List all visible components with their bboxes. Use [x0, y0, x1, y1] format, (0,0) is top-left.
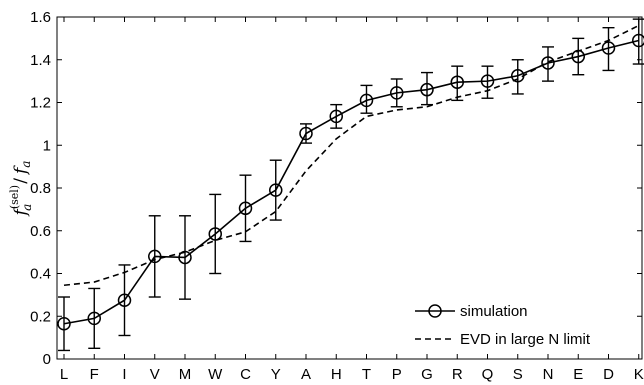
y-tick-label: 0.8	[30, 180, 51, 197]
data-point-simulation	[238, 201, 253, 216]
x-tick-label: C	[240, 366, 251, 383]
x-tick-label: S	[513, 366, 523, 383]
x-tick-label: R	[452, 366, 463, 383]
data-point-simulation	[450, 75, 464, 89]
y-axis-label-group: f(sel)a/fa	[8, 161, 34, 218]
data-point-simulation	[178, 250, 192, 265]
x-tick-label: M	[179, 366, 192, 383]
series-layer	[57, 18, 644, 352]
y-tick-label: 0	[43, 351, 51, 368]
x-tick-label: D	[603, 366, 614, 383]
data-point-simulation	[57, 316, 71, 331]
y-axis-label-part: a	[19, 161, 33, 168]
y-tick-label: 1.4	[30, 52, 51, 69]
x-tick-label: F	[90, 366, 99, 383]
data-point-simulation	[269, 183, 283, 197]
legend-label-simulation: simulation	[460, 303, 528, 320]
x-tick-label: V	[150, 366, 160, 383]
y-tick-label: 1	[43, 137, 51, 154]
data-point-simulation	[632, 33, 644, 48]
x-tick-label: W	[208, 366, 223, 383]
plot-frame	[56, 16, 643, 360]
y-tick-label: 0.2	[30, 308, 51, 325]
x-tick-label: T	[362, 366, 371, 383]
y-axis-label-part: (sel)	[8, 185, 21, 209]
x-tick-label: L	[60, 366, 68, 383]
data-point-simulation	[571, 49, 585, 64]
data-point-simulation	[541, 56, 555, 70]
series-line-simulation	[63, 39, 639, 325]
y-tick-label: 1.2	[30, 95, 51, 112]
data-point-simulation	[329, 109, 343, 124]
legend: simulation EVD in large N limit	[415, 303, 591, 348]
y-axis-label-part: f	[11, 165, 31, 176]
data-point-simulation	[359, 93, 374, 108]
data-point-simulation	[601, 41, 616, 55]
x-tick-label: Q	[482, 366, 494, 383]
y-tick-label: 0.4	[30, 266, 51, 283]
data-point-simulation	[390, 86, 404, 100]
legend-label-evd: EVD in large N limit	[460, 331, 591, 348]
x-tick-label: P	[392, 366, 402, 383]
data-point-simulation	[511, 69, 525, 83]
y-axis-label: f(sel)a/fa	[8, 161, 34, 218]
y-axis-label-part: a	[20, 204, 34, 211]
series-line-evd	[63, 24, 640, 287]
data-point-simulation	[480, 74, 495, 88]
y-axis-label-part: f	[11, 206, 31, 217]
x-tick-label: H	[331, 366, 342, 383]
data-point-simulation	[87, 311, 101, 326]
x-tick-label: G	[421, 366, 433, 383]
axes: 0 0.2 0.4 0.6 0.8 1 1.2 1.4 1.6 L F I V M W C Y A H T P G R Q S N…	[30, 9, 644, 383]
x-tick-label: A	[301, 366, 311, 383]
data-point-simulation	[148, 249, 162, 264]
data-point-simulation	[299, 126, 313, 141]
data-point-simulation	[208, 227, 222, 241]
y-tick-label: 0.6	[30, 223, 51, 240]
legend-marker-simulation	[428, 304, 442, 318]
x-tick-label: N	[543, 366, 554, 383]
x-tick-label: I	[122, 366, 126, 383]
y-axis-label-text: f(sel)a/fa	[8, 161, 34, 218]
x-tick-label: E	[573, 366, 583, 383]
x-tick-label: K	[634, 366, 644, 383]
data-point-simulation	[117, 293, 132, 307]
y-axis-label-part: /	[11, 178, 31, 184]
x-tick-label: Y	[271, 366, 281, 383]
y-tick-label: 1.6	[30, 9, 51, 26]
data-point-simulation	[420, 82, 434, 97]
